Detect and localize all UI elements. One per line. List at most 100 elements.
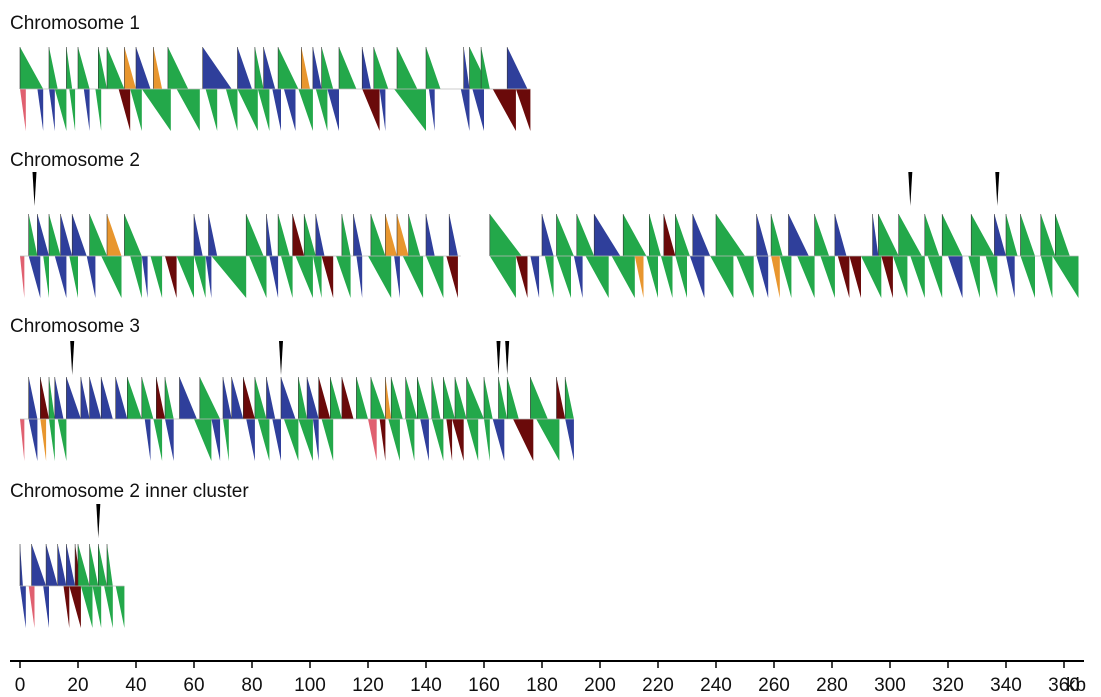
gene-reverse bbox=[225, 89, 238, 131]
gene-forward bbox=[60, 214, 73, 256]
gene-reverse bbox=[165, 419, 174, 461]
axis-ticks: 0 20 40 60 80 100 120 140 160 180 200 220 240 260 280 3… bbox=[15, 661, 1080, 696]
gene-forward bbox=[663, 214, 676, 256]
gene-reverse bbox=[298, 89, 313, 131]
gene-forward bbox=[443, 377, 455, 419]
axis-tick-label: 300 bbox=[874, 675, 906, 696]
gene-forward bbox=[107, 47, 125, 89]
gene-forward bbox=[385, 214, 397, 256]
axis-tick-label: 220 bbox=[642, 675, 674, 696]
gene-forward bbox=[463, 47, 470, 89]
gene-reverse bbox=[428, 89, 435, 131]
axis-tick-label: 160 bbox=[468, 675, 500, 696]
gene-forward bbox=[649, 214, 661, 256]
gene-forward bbox=[362, 47, 371, 89]
gene-forward bbox=[278, 214, 290, 256]
gene-reverse bbox=[689, 256, 705, 298]
gene-reverse bbox=[892, 256, 908, 298]
gene-reverse bbox=[1052, 256, 1079, 298]
track-title-chromosome-3: Chromosome 3 bbox=[10, 316, 140, 337]
gene-forward bbox=[341, 377, 354, 419]
gene-forward bbox=[136, 47, 151, 89]
gene-reverse bbox=[272, 419, 281, 461]
gene-forward bbox=[199, 377, 221, 419]
gene-forward bbox=[80, 377, 90, 419]
gene-reverse bbox=[426, 256, 444, 298]
gene-forward bbox=[1020, 214, 1035, 256]
gene-reverse bbox=[37, 89, 44, 131]
gene-reverse bbox=[530, 256, 540, 298]
gene-forward bbox=[542, 214, 554, 256]
gene-forward bbox=[124, 214, 142, 256]
track-chromosome-3: Chromosome 3 bbox=[10, 316, 574, 461]
gene-reverse bbox=[86, 256, 96, 298]
gene-reverse bbox=[141, 256, 148, 298]
axis-tick-label: 20 bbox=[67, 675, 88, 696]
gene-forward bbox=[942, 214, 963, 256]
gene-forward bbox=[28, 214, 38, 256]
gene-reverse bbox=[1006, 256, 1015, 298]
gene-forward bbox=[40, 377, 49, 419]
gene-reverse bbox=[130, 89, 142, 131]
gene-reverse bbox=[69, 586, 81, 628]
gene-forward bbox=[507, 47, 528, 89]
gene-forward bbox=[89, 214, 107, 256]
gene-forward bbox=[455, 377, 467, 419]
gene-reverse bbox=[257, 89, 270, 131]
gene-forward bbox=[397, 47, 418, 89]
gene-reverse bbox=[43, 586, 49, 628]
gene-forward bbox=[57, 544, 67, 586]
gene-forward bbox=[417, 377, 429, 419]
gene-forward bbox=[254, 377, 267, 419]
gene-forward bbox=[312, 47, 322, 89]
gene-forward bbox=[98, 544, 107, 586]
track-title-chromosome-1: Chromosome 1 bbox=[10, 13, 140, 34]
gene-reverse bbox=[130, 256, 142, 298]
gene-reverse bbox=[388, 419, 400, 461]
gene-forward bbox=[408, 214, 421, 256]
gene-forward bbox=[576, 214, 595, 256]
gene-forward bbox=[115, 377, 128, 419]
gene-forward bbox=[692, 214, 711, 256]
bottom-strand-genes bbox=[20, 586, 125, 628]
marker-icon bbox=[32, 172, 37, 206]
gene-forward bbox=[46, 544, 58, 586]
gene-forward bbox=[223, 377, 232, 419]
gene-reverse bbox=[646, 256, 658, 298]
gene-forward bbox=[202, 47, 232, 89]
gene-reverse bbox=[54, 256, 67, 298]
gene-reverse bbox=[968, 256, 980, 298]
gene-forward bbox=[107, 214, 122, 256]
gene-reverse bbox=[573, 256, 583, 298]
gene-forward bbox=[556, 214, 574, 256]
gene-forward bbox=[194, 214, 203, 256]
gene-reverse bbox=[379, 419, 386, 461]
gene-reverse bbox=[556, 256, 571, 298]
track-chromosome-1: Chromosome 1 bbox=[10, 13, 531, 131]
gene-reverse bbox=[797, 256, 815, 298]
gene-forward bbox=[318, 377, 331, 419]
gene-forward bbox=[127, 377, 142, 419]
axis-tick-label: 120 bbox=[352, 675, 384, 696]
gene-forward bbox=[623, 214, 647, 256]
gene-reverse bbox=[1020, 256, 1035, 298]
gene-forward bbox=[675, 214, 690, 256]
gene-forward bbox=[304, 214, 316, 256]
gene-reverse bbox=[849, 256, 861, 298]
gene-forward bbox=[814, 214, 830, 256]
gene-reverse bbox=[141, 89, 171, 131]
gene-reverse bbox=[49, 89, 55, 131]
gene-forward bbox=[431, 377, 441, 419]
marker-icon bbox=[505, 341, 510, 375]
gene-reverse bbox=[211, 256, 247, 298]
gene-forward bbox=[370, 377, 386, 419]
gene-forward bbox=[49, 214, 61, 256]
gene-forward bbox=[31, 544, 47, 586]
gene-forward bbox=[872, 214, 879, 256]
gene-forward bbox=[385, 377, 392, 419]
gene-reverse bbox=[515, 89, 531, 131]
gene-reverse bbox=[771, 256, 780, 298]
gene-reverse bbox=[985, 256, 998, 298]
gene-reverse bbox=[756, 256, 769, 298]
